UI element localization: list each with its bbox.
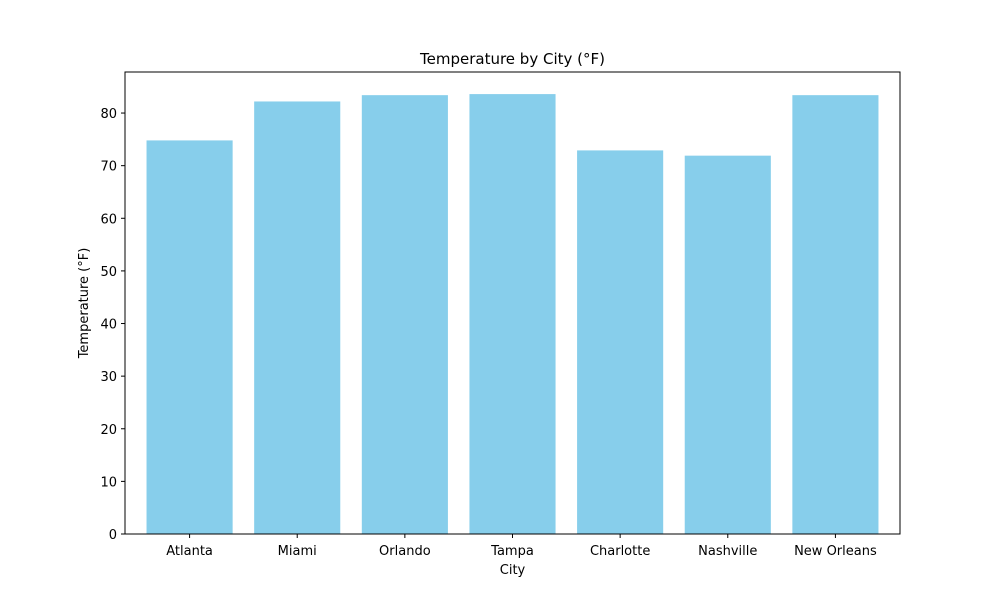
y-axis: 0 10 20 30 40 50 60 70 80	[100, 107, 125, 543]
bar-atlanta	[146, 140, 233, 535]
y-tick-label: 50	[100, 265, 117, 280]
y-tick-label: 60	[100, 212, 117, 227]
bar-nashville	[684, 155, 771, 534]
x-tick-label: Nashville	[698, 544, 757, 559]
bar-miami	[254, 101, 341, 534]
x-tick-label: Orlando	[379, 544, 431, 559]
chart-title: Temperature by City (°F)	[419, 50, 605, 68]
x-tick-label: New Orleans	[794, 544, 877, 559]
x-tick-label: Charlotte	[590, 544, 650, 559]
y-tick-label: 40	[100, 318, 117, 333]
bars	[146, 94, 879, 535]
bar-orlando	[361, 95, 448, 534]
y-tick-label: 10	[100, 475, 117, 490]
x-axis-title: City	[500, 563, 526, 578]
y-tick-label: 20	[100, 423, 117, 438]
y-tick-label: 30	[100, 370, 117, 385]
x-tick-label: Atlanta	[166, 544, 213, 559]
y-axis-title: Temperature (°F)	[77, 248, 92, 360]
x-tick-label: Miami	[278, 544, 317, 559]
bar-tampa	[469, 94, 556, 535]
y-tick-label: 80	[100, 107, 117, 122]
x-axis: Atlanta Miami Orlando Tampa Charlotte Nashvil…	[166, 534, 877, 559]
bar-new-orleans	[792, 95, 879, 534]
x-tick-label: Tampa	[490, 544, 534, 559]
y-tick-label: 0	[109, 528, 117, 543]
y-tick-label: 70	[100, 160, 117, 175]
bar-charlotte	[577, 150, 664, 534]
